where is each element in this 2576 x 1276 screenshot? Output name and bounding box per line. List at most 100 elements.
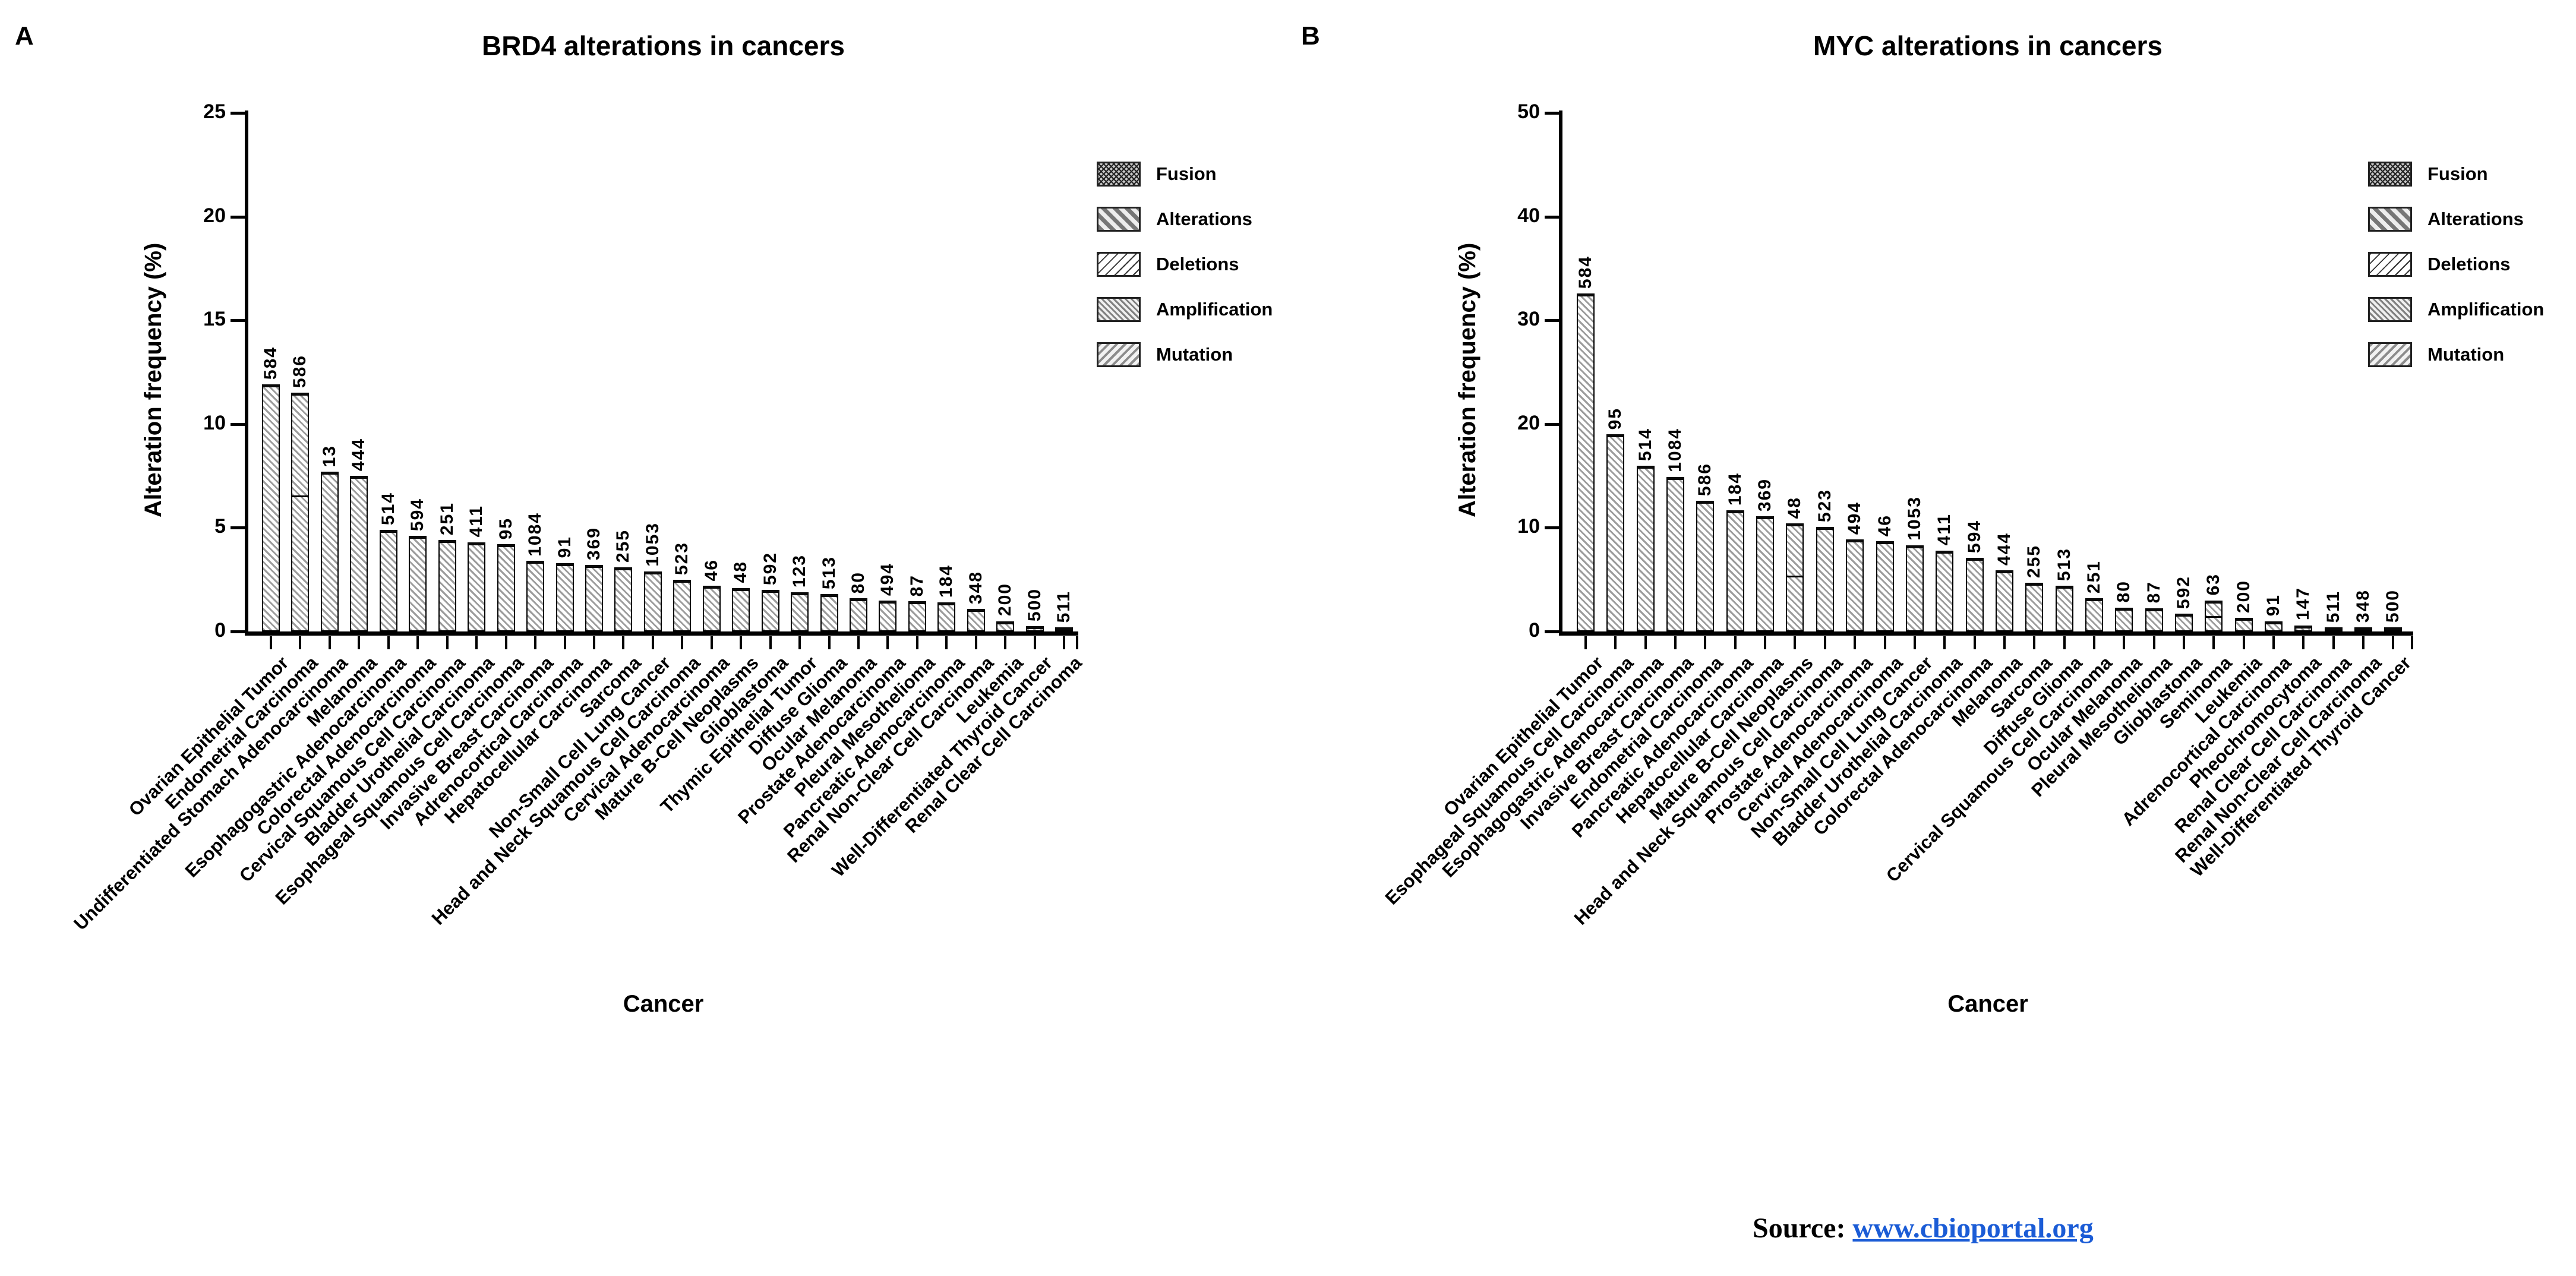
bar-sample-count-label: 87 [907, 574, 927, 597]
bar-sample-count-label: 95 [1605, 407, 1625, 430]
y-axis-tick-label: 40 [1517, 204, 1540, 227]
bar [2085, 598, 2103, 631]
legend-label: Mutation [1156, 344, 1233, 365]
x-axis-tick [270, 636, 272, 649]
x-axis-tick [1823, 636, 1826, 649]
bar-sample-count-label: 200 [995, 583, 1015, 617]
legend-label: Mutation [2427, 344, 2505, 365]
x-axis-tick [475, 636, 478, 649]
bar-sample-count-label: 348 [2353, 589, 2373, 623]
deletions-pattern-swatch [1097, 252, 1141, 277]
y-axis-line [245, 110, 248, 634]
y-axis-tick [1545, 319, 1560, 323]
y-axis-tick [1545, 630, 1560, 633]
y-axis-tick [1545, 422, 1560, 426]
x-axis-tick [886, 636, 889, 649]
x-axis-tick [769, 636, 772, 649]
legend-item: Fusion [1097, 162, 1346, 187]
bar [2294, 625, 2313, 631]
x-axis-tick [534, 636, 537, 649]
x-axis-tick [387, 636, 390, 649]
x-axis-tick [504, 636, 507, 649]
x-axis-tick [2302, 636, 2305, 649]
mutation-pattern-swatch [2368, 342, 2412, 367]
bar-sample-count-label: 584 [1576, 255, 1595, 289]
fusion-pattern-swatch [2368, 162, 2412, 187]
x-axis-tick [358, 636, 361, 649]
x-axis-end-tick [1076, 636, 1078, 649]
bar-sample-count-label: 87 [2143, 581, 2164, 604]
x-axis-tick [2212, 636, 2215, 649]
bar [2234, 618, 2253, 631]
bar-sample-count-label: 513 [2054, 548, 2074, 582]
bar-segment-divider [2206, 615, 2222, 618]
mutation-pattern-swatch [1097, 342, 1141, 367]
y-axis-tick-label: 20 [1517, 411, 1540, 434]
bar-sample-count-label: 592 [760, 552, 780, 586]
bar-sample-count-label: 123 [790, 554, 810, 588]
x-axis-tick [328, 636, 331, 649]
x-axis-tick [1584, 636, 1587, 649]
x-axis-tick [563, 636, 566, 649]
x-axis-tick [1674, 636, 1677, 649]
bar [1636, 465, 1655, 631]
x-axis-line [1559, 631, 2413, 636]
x-axis-tick [622, 636, 625, 649]
y-axis-tick [1545, 215, 1560, 219]
bar-sample-count-label: 411 [1934, 513, 1955, 546]
cbioportal-link[interactable]: www.cbioportal.org [1852, 1212, 2094, 1244]
x-axis-tick [1794, 636, 1797, 649]
y-axis-tick-label: 0 [214, 619, 226, 642]
x-axis-tick [592, 636, 595, 649]
panel-b-y-axis-title: Alteration frequency (%) [1454, 242, 1480, 518]
bar [1846, 539, 1864, 631]
legend-label: Deletions [2427, 254, 2511, 274]
bar [1756, 516, 1775, 631]
bar [996, 621, 1015, 631]
x-axis-tick [828, 636, 831, 649]
legend-item: Alterations [2368, 207, 2576, 232]
legend-item: Alterations [1097, 207, 1346, 232]
bar [438, 540, 456, 631]
bar-sample-count-label: 48 [731, 561, 751, 583]
bar [1577, 293, 1595, 631]
x-axis-tick [1734, 636, 1737, 649]
y-axis-tick [231, 526, 246, 530]
y-axis-tick [231, 215, 246, 219]
bar-sample-count-label: 1084 [525, 511, 545, 557]
bar-sample-count-label: 1084 [1665, 428, 1685, 472]
x-axis-tick [2332, 636, 2335, 649]
y-axis-tick-label: 15 [203, 308, 226, 331]
bar-sample-count-label: 584 [261, 346, 280, 380]
bar [1055, 627, 1074, 631]
y-axis-tick-label: 30 [1517, 308, 1540, 331]
bar-sample-count-label: 500 [2383, 589, 2403, 623]
x-axis-tick [1063, 636, 1066, 649]
bar [791, 592, 809, 631]
x-axis-tick [916, 636, 918, 649]
bar [879, 600, 897, 631]
legend-label: Fusion [1156, 163, 1217, 184]
x-axis-tick [2092, 636, 2095, 649]
x-axis-tick [2272, 636, 2275, 649]
bar [1905, 545, 1924, 631]
bar-sample-count-label: 1053 [642, 522, 662, 567]
bar [2025, 582, 2044, 631]
bar-sample-count-label: 255 [613, 529, 633, 563]
bar-sample-count-label: 13 [319, 444, 339, 468]
bar [1995, 570, 2013, 631]
bar-sample-count-label: 80 [848, 571, 868, 594]
panel-a-title: BRD4 alterations in cancers [481, 30, 845, 61]
x-axis-end-tick [2411, 636, 2413, 649]
y-axis-tick-label: 0 [1529, 619, 1540, 642]
bar-sample-count-label: 514 [1635, 427, 1655, 461]
bar [937, 602, 956, 631]
bar [262, 384, 280, 631]
amplification-pattern-swatch [2368, 297, 2412, 322]
bar [526, 561, 545, 631]
bar [497, 544, 515, 631]
bar-sample-count-label: 586 [290, 355, 310, 389]
y-axis-line [1559, 110, 1562, 634]
y-axis-tick [231, 630, 246, 633]
x-axis-tick [710, 636, 713, 649]
